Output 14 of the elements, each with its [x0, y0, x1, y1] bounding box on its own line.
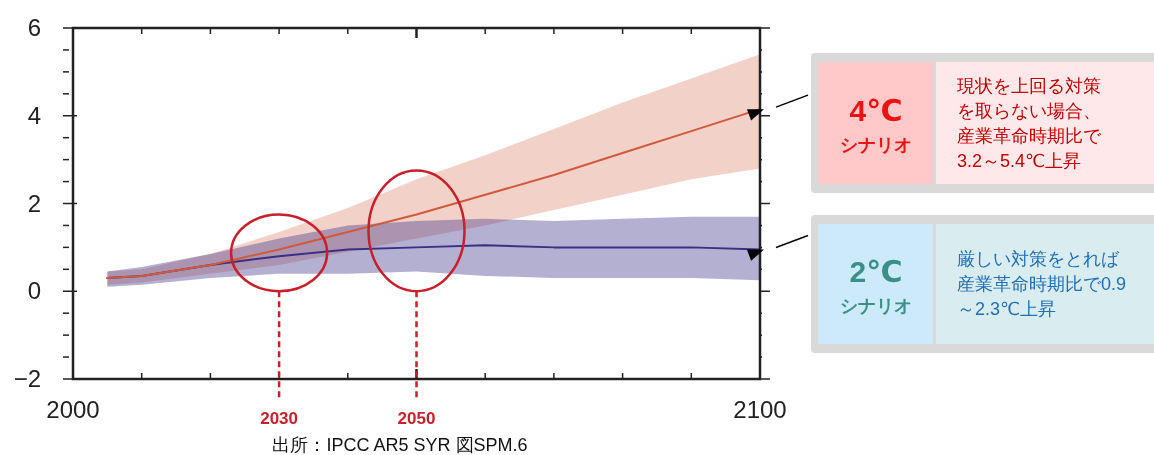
- x-tick-label: 2100: [733, 396, 787, 423]
- annotation: 2℃: [849, 255, 903, 288]
- x-tick-label: 2000: [46, 396, 100, 423]
- annotation: 4℃: [849, 94, 903, 127]
- y-tick-label: 2: [27, 189, 41, 217]
- y-tick-label: −2: [13, 365, 41, 392]
- ref-line-label: 2030: [260, 409, 299, 428]
- y-tick-label: 6: [27, 14, 41, 41]
- text: シナリオ: [840, 135, 912, 155]
- text: 出所：IPCC AR5 SYR 図SPM.6: [272, 435, 528, 455]
- y-tick-label: 4: [27, 101, 41, 129]
- text: シナリオ: [840, 296, 912, 316]
- ref-line-label: 2050: [397, 409, 436, 428]
- y-tick-label: 0: [27, 277, 41, 305]
